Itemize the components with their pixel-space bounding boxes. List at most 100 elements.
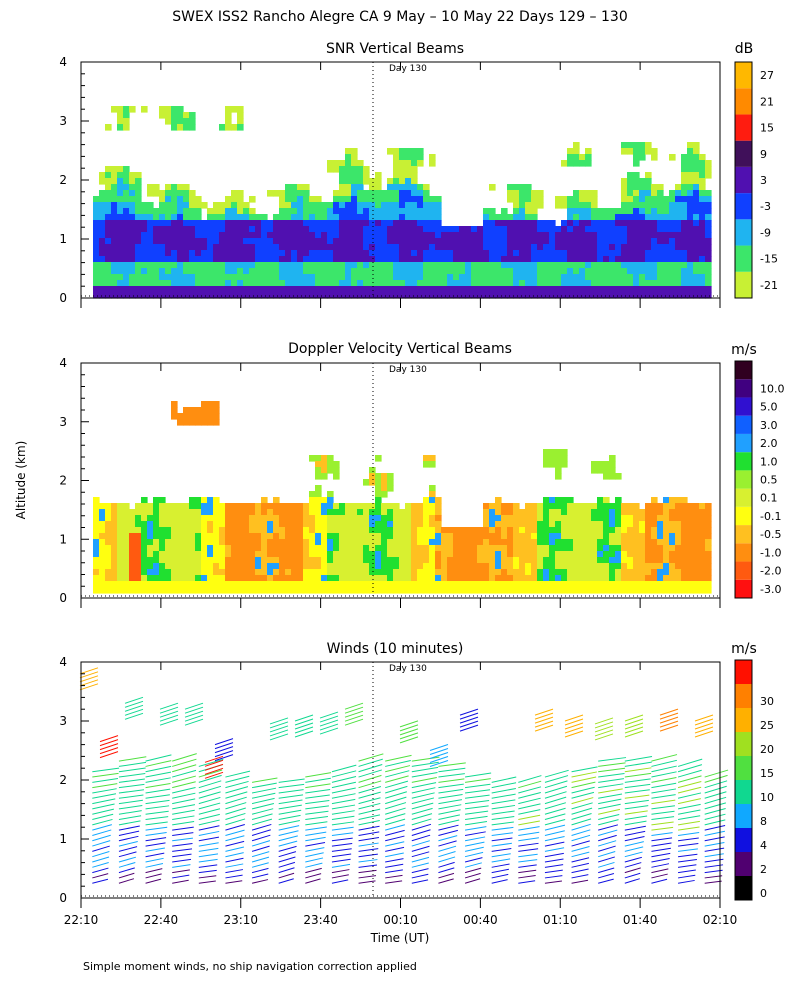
wind-barb: [172, 869, 190, 874]
wind-barb: [172, 874, 190, 879]
heatmap-cell: [423, 521, 430, 528]
colorbar-label: 20: [760, 743, 774, 756]
heatmap-cell: [543, 509, 550, 516]
wind-barb: [225, 770, 251, 778]
heatmap-cell: [447, 286, 454, 293]
heatmap-cell: [573, 244, 580, 251]
heatmap-cell: [615, 539, 622, 546]
heatmap-cell: [309, 214, 316, 221]
heatmap-cell: [297, 563, 304, 570]
heatmap-cell: [333, 473, 340, 480]
colorbar-label: 25: [760, 719, 774, 732]
heatmap-cell: [207, 521, 214, 528]
heatmap-cell: [627, 521, 634, 528]
heatmap-cell: [321, 292, 328, 299]
heatmap-cell: [393, 292, 400, 299]
heatmap-cell: [201, 220, 208, 227]
heatmap-cell: [675, 515, 682, 522]
heatmap-cell: [681, 166, 688, 173]
heatmap-cell: [435, 256, 442, 263]
heatmap-cell: [225, 196, 232, 203]
heatmap-cell: [117, 208, 124, 215]
heatmap-cell: [243, 238, 250, 245]
heatmap-cell: [681, 545, 688, 552]
heatmap-cell: [363, 190, 370, 197]
heatmap-cell: [453, 280, 460, 287]
heatmap-cell: [249, 196, 256, 203]
heatmap-cell: [393, 509, 400, 516]
heatmap-cell: [687, 280, 694, 287]
heatmap-cell: [417, 184, 424, 191]
heatmap-cell: [159, 557, 166, 564]
heatmap-cell: [507, 274, 514, 281]
heatmap-cell: [99, 172, 106, 179]
heatmap-cell: [477, 557, 484, 564]
heatmap-cell: [231, 503, 238, 510]
heatmap-cell: [111, 521, 118, 528]
heatmap-cell: [591, 551, 598, 558]
heatmap-cell: [177, 419, 184, 426]
heatmap-cell: [273, 539, 280, 546]
heatmap-cell: [561, 527, 568, 534]
heatmap-cell: [663, 575, 670, 582]
heatmap-cell: [435, 268, 442, 275]
heatmap-cell: [309, 575, 316, 582]
heatmap-cell: [657, 533, 664, 540]
heatmap-cell: [585, 256, 592, 263]
wind-barb: [198, 808, 221, 815]
heatmap-cell: [693, 196, 700, 203]
heatmap-cell: [135, 244, 142, 251]
heatmap-cell: [309, 292, 316, 299]
wind-barb: [118, 773, 146, 778]
heatmap-cell: [369, 533, 376, 540]
heatmap-cell: [573, 515, 580, 522]
wind-barb: [571, 776, 597, 783]
heatmap-cell: [165, 196, 172, 203]
heatmap-cell: [345, 280, 352, 287]
heatmap-cell: [633, 286, 640, 293]
footnote: Simple moment winds, no ship navigation …: [83, 960, 417, 973]
heatmap-cell: [693, 569, 700, 576]
heatmap-cell: [105, 262, 112, 269]
heatmap-cell: [447, 563, 454, 570]
heatmap-cell: [165, 539, 172, 546]
heatmap-cell: [423, 250, 430, 257]
heatmap-cell: [441, 232, 448, 239]
heatmap-cell: [627, 178, 634, 185]
heatmap-cell: [243, 202, 250, 209]
wind-barb: [278, 825, 300, 831]
heatmap-cell: [105, 551, 112, 558]
heatmap-cell: [501, 527, 508, 534]
heatmap-cell: [111, 539, 118, 546]
heatmap-cell: [333, 286, 340, 293]
wind-barb: [305, 826, 327, 831]
heatmap-cell: [345, 196, 352, 203]
heatmap-cell: [219, 202, 226, 209]
heatmap-cell: [447, 280, 454, 287]
heatmap-cell: [507, 533, 514, 540]
heatmap-cell: [159, 581, 166, 588]
wind-barb: [624, 718, 644, 726]
heatmap-cell: [579, 539, 586, 546]
heatmap-cell: [639, 533, 646, 540]
wind-barb: [358, 869, 377, 874]
heatmap-cell: [423, 286, 430, 293]
heatmap-cell: [501, 545, 508, 552]
heatmap-cell: [411, 232, 418, 239]
heatmap-cell: [531, 286, 538, 293]
heatmap-cell: [309, 244, 316, 251]
heatmap-cell: [171, 226, 178, 233]
wind-barb: [145, 826, 168, 831]
heatmap-cell: [645, 148, 652, 155]
heatmap-cell: [687, 587, 694, 594]
heatmap-cell: [255, 220, 262, 227]
heatmap-cell: [207, 238, 214, 245]
heatmap-cell: [327, 250, 334, 257]
heatmap-cell: [531, 250, 538, 257]
wind-barb: [145, 821, 168, 826]
colorbar-swatch: [735, 708, 752, 732]
heatmap-cell: [165, 533, 172, 540]
heatmap-cell: [579, 250, 586, 257]
heatmap-cell: [237, 509, 244, 516]
heatmap-cell: [297, 214, 304, 221]
